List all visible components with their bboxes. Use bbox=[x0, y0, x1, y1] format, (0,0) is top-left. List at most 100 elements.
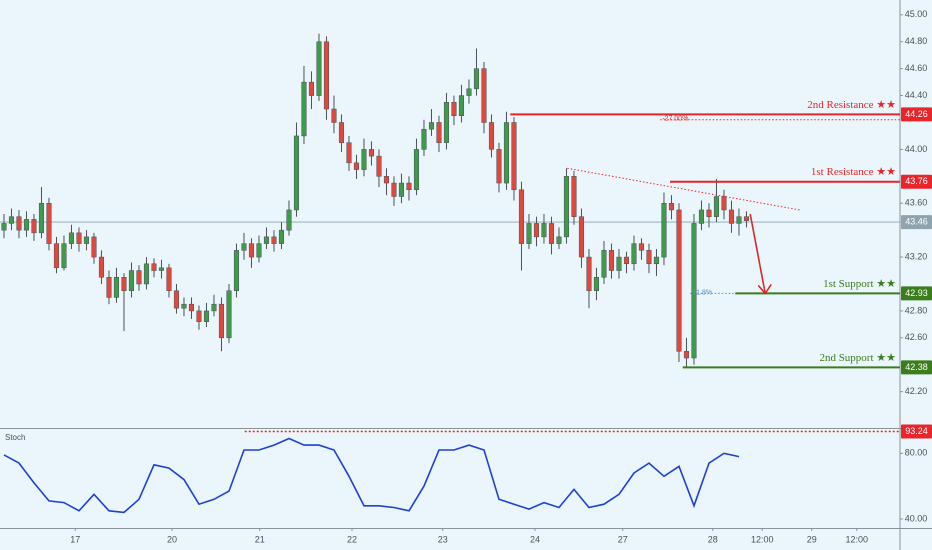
candle-body bbox=[496, 149, 502, 184]
candle-body bbox=[623, 256, 630, 265]
level-label: 1st Resistance ★★ bbox=[811, 166, 896, 178]
candle-body bbox=[451, 102, 457, 116]
candle-body bbox=[661, 202, 667, 258]
fib-label: 61.8% bbox=[692, 289, 712, 296]
fib-label: -27.00% bbox=[662, 116, 688, 123]
candle-body bbox=[368, 149, 375, 157]
candle-body bbox=[98, 256, 105, 278]
candle-body bbox=[376, 155, 382, 177]
x-tick-label: 20 bbox=[167, 534, 177, 544]
candle-body bbox=[128, 270, 135, 291]
candle-body bbox=[241, 243, 247, 251]
y-tick-label: 43.20 bbox=[905, 251, 928, 261]
candle-body bbox=[76, 232, 82, 244]
candle-body bbox=[61, 243, 67, 269]
y-tick-label: 44.00 bbox=[905, 144, 928, 154]
candle-body bbox=[593, 277, 600, 291]
candle-body bbox=[53, 243, 60, 269]
candle-body bbox=[488, 122, 495, 150]
y-tick-label: 40.00 bbox=[905, 513, 928, 523]
x-tick-label: 27 bbox=[618, 534, 628, 544]
candle-body bbox=[293, 135, 300, 211]
candle-body bbox=[481, 68, 487, 123]
candle-body bbox=[121, 277, 127, 291]
x-tick-label: 29 bbox=[807, 534, 817, 544]
level-label: 2nd Resistance ★★ bbox=[807, 99, 896, 111]
candle-body bbox=[203, 310, 210, 322]
candle-body bbox=[676, 209, 682, 352]
arrow-head bbox=[757, 283, 772, 295]
candle-body bbox=[421, 128, 427, 150]
candle-body bbox=[173, 290, 180, 309]
candle-body bbox=[106, 277, 112, 298]
candle-body bbox=[541, 223, 547, 238]
candle-body bbox=[631, 243, 637, 265]
candle-body bbox=[316, 41, 322, 96]
stoch-level-tag: 93.24 bbox=[905, 426, 928, 436]
level-price-tag-bg bbox=[901, 360, 932, 375]
y-tick-label: 44.80 bbox=[905, 36, 928, 46]
candle-body bbox=[263, 236, 270, 244]
level-price-tag: 44.26 bbox=[905, 109, 928, 119]
y-tick-label: 42.80 bbox=[905, 305, 928, 315]
candle-body bbox=[526, 223, 532, 244]
x-tick-label: 23 bbox=[438, 534, 448, 544]
level-price-tag: 42.93 bbox=[905, 288, 928, 298]
candle-body bbox=[683, 351, 690, 359]
candle-body bbox=[571, 176, 577, 217]
candle-body bbox=[83, 236, 90, 244]
pane-title: Stoch bbox=[5, 433, 25, 442]
level-price-tag-bg bbox=[901, 174, 932, 189]
candle-body bbox=[308, 81, 315, 96]
candle-body bbox=[68, 232, 75, 244]
y-tick-label: 42.20 bbox=[905, 386, 928, 396]
candle-body bbox=[23, 219, 30, 231]
candle-body bbox=[428, 122, 435, 130]
level-price-tag-bg bbox=[901, 107, 932, 122]
candle-body bbox=[211, 303, 217, 312]
y-tick-label: 44.60 bbox=[905, 63, 928, 73]
candle-body bbox=[196, 310, 202, 322]
candle-body bbox=[443, 102, 450, 143]
candle-body bbox=[736, 216, 742, 224]
level-price-tag: 42.38 bbox=[905, 362, 928, 372]
candle-body bbox=[548, 223, 555, 244]
level-label: 1st Support ★★ bbox=[823, 278, 896, 290]
candle-body bbox=[143, 263, 150, 285]
candle-body bbox=[233, 250, 240, 291]
y-tick-label: 80.00 bbox=[905, 448, 928, 458]
candle-body bbox=[556, 236, 562, 244]
candle-body bbox=[458, 95, 465, 116]
x-tick-label: 12:00 bbox=[845, 534, 868, 544]
level-label: 2nd Support ★★ bbox=[819, 352, 896, 364]
candle-body bbox=[391, 182, 397, 197]
candle-body bbox=[578, 216, 585, 258]
candle-body bbox=[706, 209, 712, 217]
arrow-shaft bbox=[749, 213, 767, 294]
candle-body bbox=[278, 229, 285, 244]
candle-body bbox=[91, 236, 97, 258]
candle-body bbox=[713, 196, 720, 217]
candle-body bbox=[16, 216, 22, 231]
candle-body bbox=[473, 68, 480, 90]
x-tick-label: 24 bbox=[530, 534, 540, 544]
candle-body bbox=[248, 243, 255, 258]
candle-body bbox=[338, 122, 345, 143]
candle-body bbox=[698, 209, 705, 224]
last-price-tag-bg bbox=[901, 215, 932, 230]
candle-body bbox=[286, 209, 292, 231]
y-tick-label: 44.40 bbox=[905, 90, 928, 100]
candle-body bbox=[436, 122, 442, 143]
candle-body bbox=[668, 202, 675, 211]
candle-body bbox=[383, 176, 390, 184]
x-tick-label: 21 bbox=[255, 534, 265, 544]
candle-body bbox=[398, 182, 405, 197]
candle-body bbox=[1, 223, 7, 231]
candle-body bbox=[46, 202, 52, 244]
candle-body bbox=[616, 256, 622, 271]
candle-body bbox=[181, 303, 187, 309]
candle-body bbox=[188, 303, 195, 312]
stoch-level-tag-bg bbox=[901, 424, 932, 439]
candle-body bbox=[226, 290, 232, 339]
